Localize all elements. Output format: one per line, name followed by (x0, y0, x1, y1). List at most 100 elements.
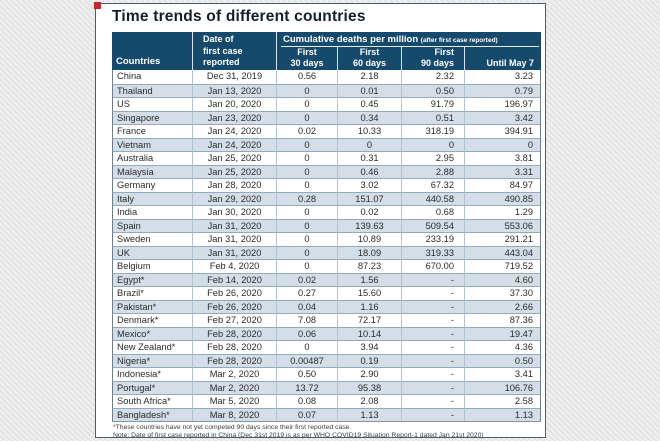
deaths-30d-cell: 0.00487 (277, 353, 338, 367)
date-cell: Feb 4, 2020 (193, 259, 277, 273)
deaths-may7-cell: 291.21 (465, 232, 541, 246)
date-cell: Jan 25, 2020 (193, 164, 277, 178)
deaths-60d-cell: 0.19 (338, 353, 402, 367)
country-cell: Nigeria* (112, 353, 193, 367)
deaths-may7-cell: 553.06 (465, 218, 541, 232)
deaths-60d-cell: 0.34 (338, 110, 402, 124)
deaths-may7-cell: 2.66 (465, 299, 541, 313)
deaths-60d-cell: 15.60 (338, 286, 402, 300)
date-cell: Jan 31, 2020 (193, 245, 277, 259)
country-cell: Brazil* (112, 286, 193, 300)
country-cell: Thailand (112, 83, 193, 97)
deaths-60d-cell: 87.23 (338, 259, 402, 273)
deaths-may7-cell: 2.58 (465, 394, 541, 408)
subcol-line: 30 days (290, 57, 324, 68)
deaths-may7-cell: 4.60 (465, 272, 541, 286)
deaths-90d-cell: 0.51 (402, 110, 465, 124)
deaths-may7-cell: 1.29 (465, 205, 541, 219)
country-cell: India (112, 205, 193, 219)
date-cell: Feb 27, 2020 (193, 313, 277, 327)
deaths-90d-cell: 670.00 (402, 259, 465, 273)
group-title-text: Cumulative deaths per million (283, 34, 419, 45)
deaths-30d-cell: 0.56 (277, 70, 338, 84)
date-cell: Mar 5, 2020 (193, 394, 277, 408)
date-cell: Mar 2, 2020 (193, 380, 277, 394)
deaths-may7-cell: 106.76 (465, 380, 541, 394)
deaths-30d-cell: 0 (277, 164, 338, 178)
table-row: Malaysia Jan 25, 2020 0 0.46 2.88 3.31 (112, 164, 541, 178)
country-cell: Mexico* (112, 326, 193, 340)
date-cell: Jan 28, 2020 (193, 178, 277, 192)
deaths-60d-cell: 10.14 (338, 326, 402, 340)
subcol-line: First (297, 47, 317, 57)
country-cell: China (112, 70, 193, 84)
country-cell: Singapore (112, 110, 193, 124)
deaths-may7-cell: 3.81 (465, 151, 541, 165)
red-corner-marker (94, 2, 101, 9)
deaths-90d-cell: 440.58 (402, 191, 465, 205)
deaths-90d-cell: - (402, 313, 465, 327)
deaths-may7-cell: 3.41 (465, 367, 541, 381)
deaths-30d-cell: 0 (277, 151, 338, 165)
deaths-30d-cell: 0.50 (277, 367, 338, 381)
deaths-30d-cell: 0.28 (277, 191, 338, 205)
table-row: Belgium Feb 4, 2020 0 87.23 670.00 719.52 (112, 259, 541, 273)
date-cell: Jan 20, 2020 (193, 97, 277, 111)
table-row: Italy Jan 29, 2020 0.28 151.07 440.58 490.85 (112, 191, 541, 205)
deaths-30d-cell: 0 (277, 178, 338, 192)
deaths-30d-cell: 7.08 (277, 313, 338, 327)
table-row: Singapore Jan 23, 2020 0 0.34 0.51 3.42 (112, 110, 541, 124)
deaths-90d-cell: - (402, 272, 465, 286)
deaths-60d-cell: 18.09 (338, 245, 402, 259)
deaths-may7-cell: 3.31 (465, 164, 541, 178)
table-row: India Jan 30, 2020 0 0.02 0.68 1.29 (112, 205, 541, 219)
deaths-60d-cell: 0.01 (338, 83, 402, 97)
deaths-30d-cell: 0 (277, 97, 338, 111)
header-subcolumns: First 30 days First 60 days First 90 day… (277, 47, 541, 70)
deaths-60d-cell: 0.02 (338, 205, 402, 219)
country-cell: Bangladesh* (112, 407, 193, 421)
table-header: Countries Date of first case reported Cu… (112, 32, 541, 70)
deaths-90d-cell: - (402, 340, 465, 354)
deaths-90d-cell: 0.50 (402, 83, 465, 97)
date-cell: Jan 23, 2020 (193, 110, 277, 124)
infographic-card: Time trends of different countries Count… (94, 2, 546, 441)
date-cell: Mar 2, 2020 (193, 367, 277, 381)
date-cell: Jan 24, 2020 (193, 137, 277, 151)
deaths-may7-cell: 719.52 (465, 259, 541, 273)
deaths-30d-cell: 0.27 (277, 286, 338, 300)
deaths-30d-cell: 13.72 (277, 380, 338, 394)
header-date-line-1: Date of (203, 34, 234, 44)
deaths-30d-cell: 0 (277, 259, 338, 273)
subcol-line: 60 days (352, 57, 387, 68)
date-cell: Jan 31, 2020 (193, 232, 277, 246)
country-cell: Spain (112, 218, 193, 232)
deaths-90d-cell: - (402, 286, 465, 300)
date-cell: Feb 26, 2020 (193, 286, 277, 300)
deaths-may7-cell: 0 (465, 137, 541, 151)
date-cell: Jan 31, 2020 (193, 218, 277, 232)
header-date-line-3: reported (203, 57, 240, 68)
country-cell: Denmark* (112, 313, 193, 327)
deaths-60d-cell: 72.17 (338, 313, 402, 327)
country-cell: Egypt* (112, 272, 193, 286)
country-cell: Pakistan* (112, 299, 193, 313)
subcol-line: First (359, 47, 380, 57)
date-cell: Jan 25, 2020 (193, 151, 277, 165)
date-cell: Dec 31, 2019 (193, 70, 277, 84)
deaths-30d-cell: 0 (277, 205, 338, 219)
table-row: Germany Jan 28, 2020 0 3.02 67.32 84.97 (112, 178, 541, 192)
deaths-may7-cell: 4.36 (465, 340, 541, 354)
deaths-30d-cell: 0 (277, 137, 338, 151)
deaths-90d-cell: - (402, 367, 465, 381)
deaths-90d-cell: - (402, 299, 465, 313)
deaths-60d-cell: 1.16 (338, 299, 402, 313)
footnotes: *These countries have not yet competed 9… (113, 424, 538, 441)
deaths-60d-cell: 2.90 (338, 367, 402, 381)
table-row: UK Jan 31, 2020 0 18.09 319.33 443.04 (112, 245, 541, 259)
country-cell: France (112, 124, 193, 138)
table-row: Indonesia* Mar 2, 2020 0.50 2.90-3.41 (112, 367, 541, 381)
country-cell: Germany (112, 178, 193, 192)
table-row: Denmark* Feb 27, 2020 7.08 72.17-87.36 (112, 313, 541, 327)
table-row: France Jan 24, 2020 0.02 10.33 318.19 394.91 (112, 124, 541, 138)
